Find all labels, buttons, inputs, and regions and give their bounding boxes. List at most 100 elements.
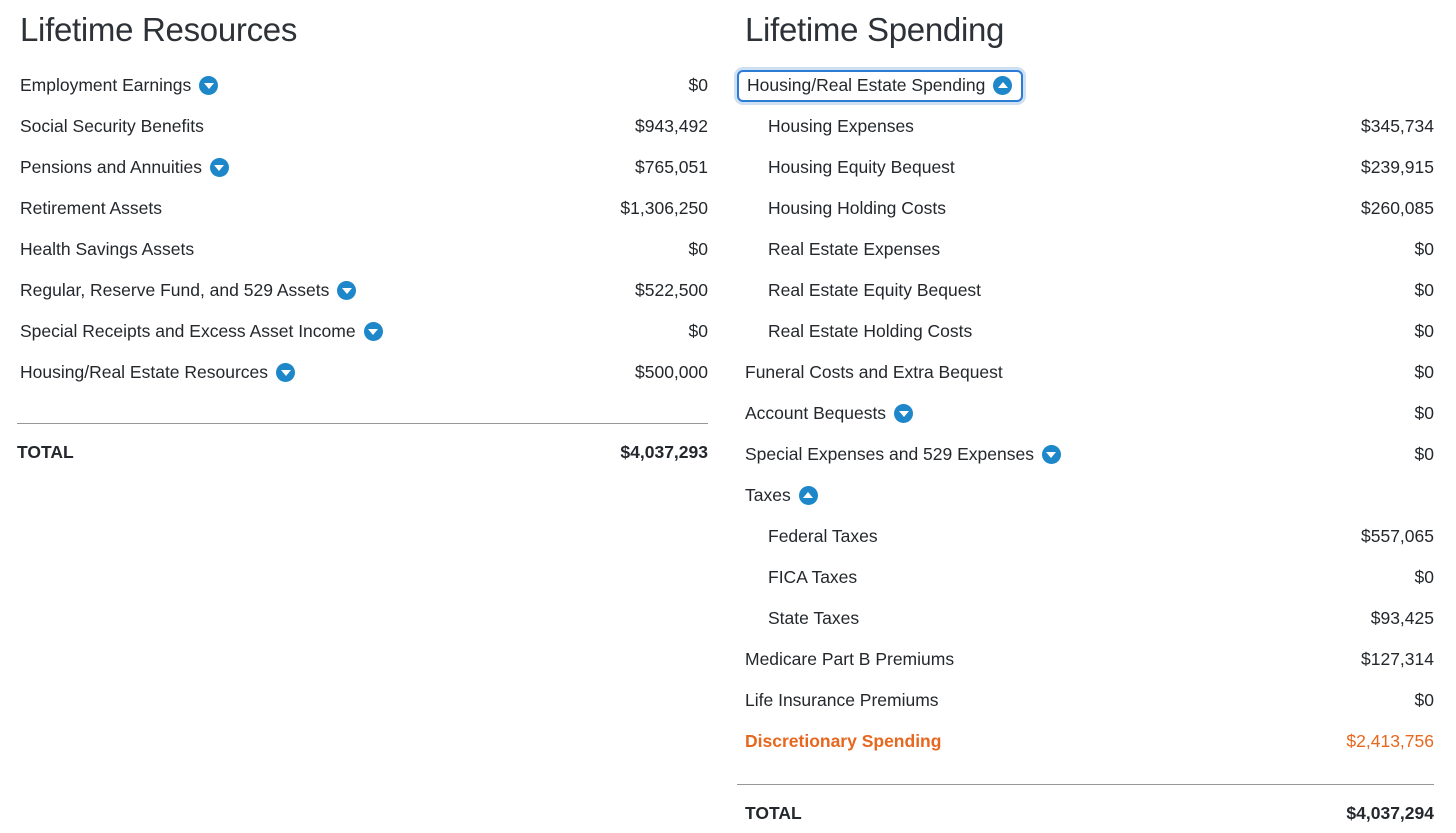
line-item-label: Federal Taxes bbox=[768, 526, 878, 546]
line-item-label: Employment Earnings bbox=[20, 75, 192, 95]
line-item-real-estate-expenses: Real Estate Expenses $0 bbox=[737, 229, 1434, 270]
line-item-value: $0 bbox=[1414, 239, 1434, 259]
resources-total-value: $4,037,293 bbox=[620, 441, 708, 462]
label-group-real-estate-equity-bequest: Real Estate Equity Bequest bbox=[768, 280, 981, 301]
chevron-up-circle-icon[interactable] bbox=[798, 486, 818, 505]
label-group-life-insurance-premiums: Life Insurance Premiums bbox=[745, 690, 939, 711]
toggle-housing-real-estate-spending[interactable]: Housing/Real Estate Spending bbox=[737, 69, 1024, 102]
line-item-label: Real Estate Equity Bequest bbox=[768, 280, 982, 300]
line-item-value: $522,500 bbox=[635, 280, 708, 300]
line-item-value: $93,425 bbox=[1370, 608, 1434, 628]
toggle-housing-real-estate-resources[interactable]: Housing/Real Estate Resources bbox=[20, 362, 296, 383]
line-item-label: Pensions and Annuities bbox=[20, 157, 202, 177]
line-item-label: Housing/Real Estate Resources bbox=[20, 362, 269, 382]
line-item-label: Account Bequests bbox=[745, 403, 887, 423]
spending-total-divider bbox=[737, 784, 1434, 785]
lifetime-spending-list: Housing/Real Estate Spending Housing Expe… bbox=[737, 65, 1434, 762]
line-item-value: $0 bbox=[1414, 362, 1434, 382]
line-item-housing-real-estate-resources: Housing/Real Estate Resources $500,000 bbox=[17, 352, 708, 393]
line-item-housing-equity-bequest: Housing Equity Bequest $239,915 bbox=[737, 147, 1434, 188]
line-item-label: Housing/Real Estate Spending bbox=[747, 74, 986, 95]
label-group-health-savings-assets: Health Savings Assets bbox=[20, 239, 194, 260]
chevron-down-circle-icon[interactable] bbox=[363, 322, 383, 341]
line-item-employment-earnings: Employment Earnings $0 bbox=[17, 65, 708, 106]
toggle-special-expenses-and-529-expenses[interactable]: Special Expenses and 529 Expenses bbox=[745, 444, 1061, 465]
toggle-regular-reserve-fund-and-529-assets[interactable]: Regular, Reserve Fund, and 529 Assets bbox=[20, 280, 357, 301]
line-item-label: Housing Expenses bbox=[768, 116, 914, 136]
line-item-retirement-assets: Retirement Assets $1,306,250 bbox=[17, 188, 708, 229]
resources-total-divider bbox=[17, 423, 708, 424]
line-item-real-estate-holding-costs: Real Estate Holding Costs $0 bbox=[737, 311, 1434, 352]
line-item-value: $0 bbox=[1414, 567, 1434, 587]
chevron-down-circle-icon[interactable] bbox=[276, 363, 296, 382]
line-item-fica-taxes: FICA Taxes $0 bbox=[737, 557, 1434, 598]
label-group-discretionary-spending: Discretionary Spending bbox=[745, 731, 941, 752]
line-item-value: $127,314 bbox=[1361, 649, 1434, 669]
line-item-social-security-benefits: Social Security Benefits $943,492 bbox=[17, 106, 708, 147]
line-item-taxes: Taxes bbox=[737, 475, 1434, 516]
line-item-discretionary-spending: Discretionary Spending $2,413,756 bbox=[737, 721, 1434, 762]
line-item-health-savings-assets: Health Savings Assets $0 bbox=[17, 229, 708, 270]
line-item-label: Special Receipts and Excess Asset Income bbox=[20, 321, 356, 341]
line-item-housing-holding-costs: Housing Holding Costs $260,085 bbox=[737, 188, 1434, 229]
line-item-federal-taxes: Federal Taxes $557,065 bbox=[737, 516, 1434, 557]
chevron-down-circle-icon[interactable] bbox=[337, 281, 357, 300]
line-item-label: Health Savings Assets bbox=[20, 239, 195, 259]
toggle-special-receipts-and-excess-asset-income[interactable]: Special Receipts and Excess Asset Income bbox=[20, 321, 383, 342]
line-item-label: Taxes bbox=[745, 485, 791, 505]
label-group-federal-taxes: Federal Taxes bbox=[768, 526, 878, 547]
label-group-retirement-assets: Retirement Assets bbox=[20, 198, 162, 219]
line-item-label: Housing Equity Bequest bbox=[768, 157, 955, 177]
line-item-value: $0 bbox=[1414, 280, 1434, 300]
lifetime-spending-title: Lifetime Spending bbox=[745, 11, 1005, 48]
line-item-value: $239,915 bbox=[1361, 157, 1434, 177]
line-item-special-receipts-and-excess-asset-income: Special Receipts and Excess Asset Income… bbox=[17, 311, 708, 352]
chevron-up-circle-icon[interactable] bbox=[993, 75, 1013, 95]
line-item-label: Real Estate Holding Costs bbox=[768, 321, 973, 341]
line-item-regular-reserve-fund-and-529-assets: Regular, Reserve Fund, and 529 Assets $52… bbox=[17, 270, 708, 311]
line-item-account-bequests: Account Bequests $0 bbox=[737, 393, 1434, 434]
line-item-label: Social Security Benefits bbox=[20, 116, 204, 136]
toggle-pensions-and-annuities[interactable]: Pensions and Annuities bbox=[20, 157, 229, 178]
line-item-label: FICA Taxes bbox=[768, 567, 858, 587]
label-group-medicare-part-b-premiums: Medicare Part B Premiums bbox=[745, 649, 954, 670]
toggle-employment-earnings[interactable]: Employment Earnings bbox=[20, 75, 219, 96]
lifetime-resources-panel: Lifetime Resources Employment Earnings $0… bbox=[17, 8, 708, 833]
resources-total-row: TOTAL $4,037,293 bbox=[17, 432, 708, 472]
lifetime-spending-panel: Lifetime Spending Housing/Real Estate Sp… bbox=[737, 8, 1434, 833]
chevron-down-circle-icon[interactable] bbox=[894, 404, 914, 423]
resources-total-label: TOTAL bbox=[17, 441, 74, 462]
line-item-label: Special Expenses and 529 Expenses bbox=[745, 444, 1034, 464]
line-item-value: $0 bbox=[1414, 444, 1434, 464]
line-item-housing-expenses: Housing Expenses $345,734 bbox=[737, 106, 1434, 147]
line-item-label: Medicare Part B Premiums bbox=[745, 649, 955, 669]
spending-total-row: TOTAL $4,037,294 bbox=[737, 793, 1434, 833]
label-group-real-estate-expenses: Real Estate Expenses bbox=[768, 239, 940, 260]
line-item-value: $0 bbox=[688, 239, 708, 259]
line-item-value: $260,085 bbox=[1361, 198, 1434, 218]
line-item-label: State Taxes bbox=[768, 608, 860, 628]
line-item-value: $345,734 bbox=[1361, 116, 1434, 136]
line-item-state-taxes: State Taxes $93,425 bbox=[737, 598, 1434, 639]
label-group-real-estate-holding-costs: Real Estate Holding Costs bbox=[768, 321, 972, 342]
label-group-fica-taxes: FICA Taxes bbox=[768, 567, 857, 588]
line-item-pensions-and-annuities: Pensions and Annuities $765,051 bbox=[17, 147, 708, 188]
toggle-taxes[interactable]: Taxes bbox=[745, 485, 818, 506]
spending-total-value: $4,037,294 bbox=[1346, 802, 1434, 823]
line-item-value: $500,000 bbox=[635, 362, 708, 382]
lifetime-resources-title: Lifetime Resources bbox=[20, 11, 298, 48]
line-item-medicare-part-b-premiums: Medicare Part B Premiums $127,314 bbox=[737, 639, 1434, 680]
label-group-funeral-costs-and-extra-bequest: Funeral Costs and Extra Bequest bbox=[745, 362, 1003, 383]
line-item-value: $0 bbox=[1414, 690, 1434, 710]
line-item-real-estate-equity-bequest: Real Estate Equity Bequest $0 bbox=[737, 270, 1434, 311]
chevron-down-circle-icon[interactable] bbox=[199, 76, 219, 95]
chevron-down-circle-icon[interactable] bbox=[209, 158, 229, 177]
chevron-down-circle-icon[interactable] bbox=[1041, 445, 1061, 464]
lifetime-report: Lifetime Resources Employment Earnings $0… bbox=[17, 8, 1434, 833]
line-item-label: Real Estate Expenses bbox=[768, 239, 941, 259]
line-item-label: Life Insurance Premiums bbox=[745, 690, 939, 710]
toggle-account-bequests[interactable]: Account Bequests bbox=[745, 403, 914, 424]
line-item-label: Discretionary Spending bbox=[745, 731, 942, 751]
line-item-value: $765,051 bbox=[635, 157, 708, 177]
spending-total-label: TOTAL bbox=[745, 802, 802, 823]
